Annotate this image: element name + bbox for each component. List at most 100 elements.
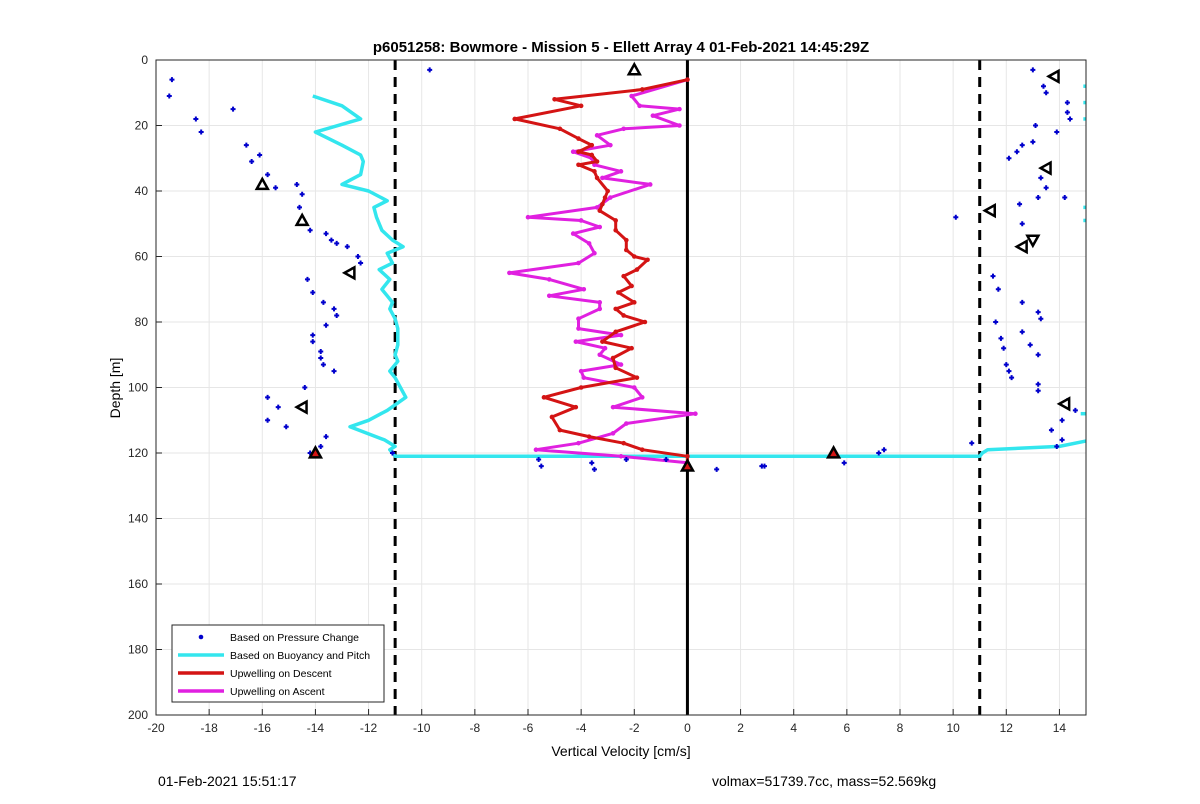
pressure-change-point (623, 457, 629, 463)
pressure-change-point (299, 191, 305, 197)
x-tick-label: 6 (844, 721, 851, 735)
descent-point (613, 329, 618, 335)
pressure-change-point (841, 460, 847, 466)
descent-point (685, 77, 690, 82)
triangle-marker (626, 61, 642, 76)
x-tick-label: -18 (200, 721, 218, 735)
ascent-point (597, 300, 603, 305)
ascent-point (594, 133, 600, 138)
ascent-point (624, 421, 629, 426)
pressure-change-point (1035, 381, 1041, 387)
buoyancy-pitch-line (312, 94, 1086, 459)
grid-lines (155, 59, 1086, 716)
legend-label: Based on Buoyancy and Pitch (230, 650, 370, 662)
y-tick-label: 140 (128, 512, 148, 526)
pressure-change-point (310, 290, 316, 296)
descent-point (589, 142, 595, 148)
pressure-change-point (1019, 221, 1025, 227)
descent-point (605, 188, 611, 194)
triangle-marker (679, 458, 696, 472)
x-tick-label: -16 (254, 721, 272, 735)
pressure-change-point (1059, 437, 1065, 443)
pressure-change-point (1064, 109, 1070, 115)
ascent-point (597, 352, 603, 358)
pressure-change-point (331, 368, 337, 374)
pressure-change-point (389, 450, 395, 456)
y-tick-labels: 0 20 40 60 80 100 120 140 160 180 200 (128, 53, 148, 722)
pressure-change-point (1054, 443, 1060, 449)
legend-label: Upwelling on Ascent (230, 686, 325, 698)
ascent-point (650, 113, 656, 118)
triangle-marker (1014, 239, 1028, 255)
ascent-point (576, 326, 581, 331)
descent-point (616, 290, 621, 295)
descent-point (613, 218, 618, 223)
descent-point (613, 228, 618, 233)
pressure-change-point (328, 237, 334, 243)
pressure-change-point (990, 273, 996, 279)
ascent-point (677, 123, 682, 128)
ascent-point (594, 205, 600, 210)
pressure-change-point (320, 362, 326, 368)
ascent-point (525, 214, 531, 220)
triangle-marker (1038, 160, 1052, 176)
x-tick-label: -8 (470, 721, 481, 735)
descent-point (610, 355, 616, 361)
triangle-marker (341, 265, 356, 281)
pressure-change-point (1030, 139, 1036, 145)
pressure-change-point (998, 335, 1004, 341)
ascent-point (621, 126, 626, 132)
pressure-change-point (307, 227, 313, 233)
pressure-change-point (1009, 375, 1015, 381)
pressure-change-point (591, 466, 597, 472)
legend-label: Upwelling on Descent (230, 668, 332, 680)
ascent-point (602, 345, 608, 351)
pressure-change-point (304, 276, 310, 282)
ascent-point (586, 241, 592, 246)
x-tick-label: -4 (576, 721, 587, 735)
pressure-change-point (331, 306, 337, 312)
descent-point (621, 273, 626, 279)
pressure-change-point (1035, 388, 1041, 394)
pressure-change-point (273, 185, 279, 191)
descent-point (557, 126, 563, 132)
pressure-change-point (1019, 299, 1025, 305)
descent-point (578, 385, 584, 390)
descent-point (634, 375, 640, 380)
descent-point (685, 453, 690, 459)
pressure-change-point (169, 77, 175, 83)
ascent-point (578, 218, 584, 223)
pressure-change-point (1035, 309, 1041, 315)
pressure-change-point (1062, 195, 1068, 201)
pressure-change-point (1003, 362, 1009, 368)
pressure-change-point (1035, 195, 1041, 201)
pressure-change-point (318, 348, 324, 354)
descent-point (621, 313, 626, 318)
triangle-marker (294, 212, 310, 227)
pressure-change-point (1072, 407, 1078, 413)
triangle-marker (825, 444, 842, 459)
x-tick-label: -12 (360, 721, 378, 735)
pressure-change-point (1048, 427, 1054, 433)
descent-point (634, 267, 640, 272)
descent-point (576, 162, 581, 168)
ascent-point (592, 250, 597, 256)
ascent-point (608, 195, 613, 200)
pressure-change-point (536, 457, 542, 463)
ascent-point (610, 404, 616, 410)
ascent-point (631, 385, 637, 390)
ascent-point (576, 440, 581, 446)
ascent-line (507, 78, 697, 465)
pressure-change-point (265, 417, 271, 423)
y-tick-label: 200 (128, 708, 148, 722)
ascent-point (639, 395, 645, 400)
y-axis-label: Depth [m] (107, 358, 123, 419)
descent-point (594, 175, 600, 181)
pressure-change-point (969, 440, 975, 446)
pressure-change-point (320, 299, 326, 305)
pressure-change-point (283, 424, 289, 430)
x-axis-label: Vertical Velocity [cm/s] (551, 743, 690, 759)
legend-box (171, 624, 385, 703)
ascent-point (533, 447, 539, 453)
ascent-point (629, 93, 634, 99)
